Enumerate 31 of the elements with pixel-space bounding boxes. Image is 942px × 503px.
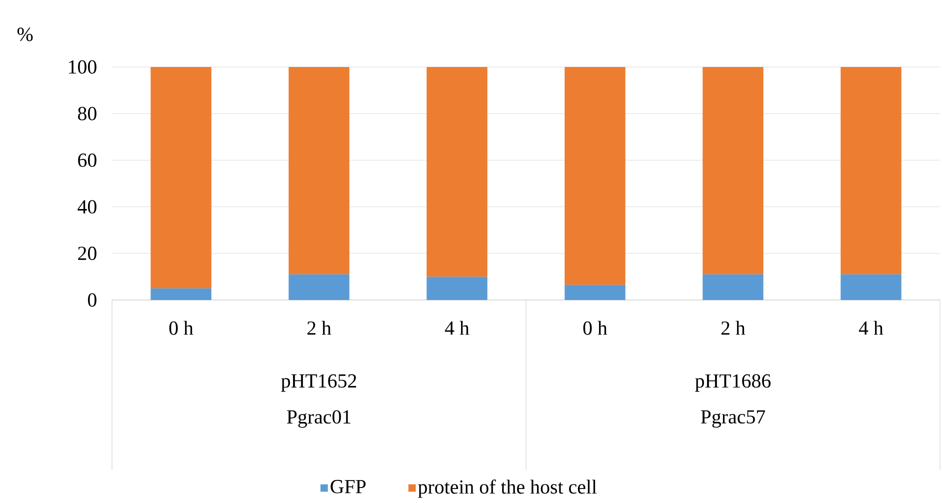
text: pHT1686: [695, 374, 771, 392]
x-tick-label: 2 h: [721, 320, 746, 335]
text: Pgrac57: [700, 410, 766, 428]
bar: [150, 66, 212, 288]
bar: [426, 276, 488, 300]
legend-label: protein of the host cell: [418, 480, 597, 498]
bar: [150, 288, 212, 300]
y-tick-label: 100: [69, 60, 96, 74]
y-tick-label: 20: [78, 246, 96, 260]
x-tick-label: 4 h: [858, 320, 884, 335]
bar: [840, 274, 902, 300]
bar: [702, 66, 764, 274]
legend-label: GFP: [330, 480, 366, 494]
text: Pgrac01: [286, 410, 350, 428]
bar: [840, 66, 902, 274]
y-tick-label: 60: [78, 153, 96, 167]
text: pHT1652: [281, 374, 356, 392]
bar: [288, 274, 350, 300]
x-tick-label: 4 h: [444, 320, 470, 335]
y-axis-title: %: [17, 28, 33, 42]
y-tick-label: 0: [88, 293, 96, 307]
bar: [564, 284, 626, 300]
y-tick-label: 40: [78, 200, 96, 214]
x-tick-label: 0 h: [583, 320, 608, 335]
bar: [564, 66, 626, 285]
y-tick-label: 80: [78, 106, 96, 120]
x-tick-label: 0 h: [169, 320, 194, 335]
bar: [702, 274, 764, 300]
x-tick-label: 2 h: [307, 320, 332, 335]
bar: [288, 66, 350, 274]
bar: [426, 66, 488, 277]
